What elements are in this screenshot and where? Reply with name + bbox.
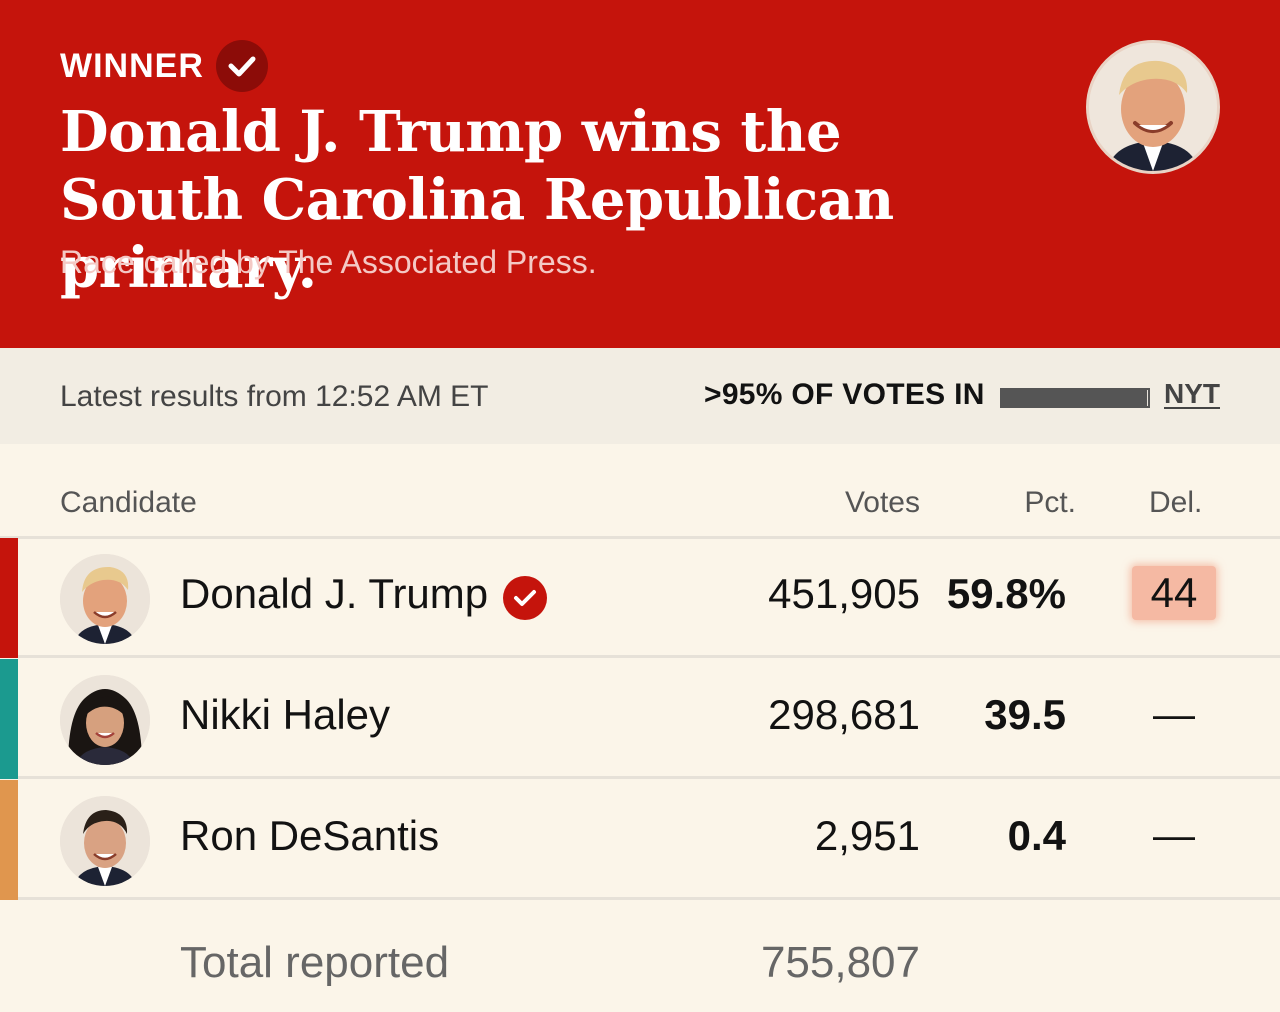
winner-check-icon (215, 40, 268, 92)
candidate-name: Nikki Haley (180, 691, 391, 738)
column-header-pct: Pct. (1024, 486, 1076, 519)
column-header-candidate: Candidate (60, 486, 197, 519)
results-banner: WINNER Donald J. Trump wins the South Ca… (0, 0, 1280, 348)
latest-results-time: Latest results from 12:52 AM ET (60, 380, 489, 413)
headline: Donald J. Trump wins the South Carolina … (60, 99, 894, 301)
party-color-bar (0, 538, 18, 658)
party-color-bar (0, 780, 18, 900)
table-row: Donald J. Trump 451,905 59.8% 44 (0, 538, 1280, 658)
votes-in-progress-fill (1002, 390, 1147, 406)
candidate-pct: 39.5 (984, 691, 1066, 738)
winner-check-icon (503, 576, 547, 620)
candidate-votes: 451,905 (768, 570, 920, 617)
votes-in-progress-bar (1000, 388, 1150, 408)
candidate-delegates: — (1153, 811, 1195, 858)
candidate-photo (60, 554, 150, 644)
candidate-pct: 0.4 (1007, 812, 1066, 859)
column-header-del: Del. (1149, 486, 1203, 519)
table-row: Nikki Haley 298,681 39.5 — (0, 659, 1280, 779)
winner-row: WINNER (60, 40, 268, 92)
party-color-bar (0, 659, 18, 779)
header-divider (0, 536, 1280, 539)
status-bar: Latest results from 12:52 AM ET >95% OF … (0, 348, 1280, 444)
table-row: Ron DeSantis 2,951 0.4 — (0, 780, 1280, 900)
winner-avatar (1086, 40, 1220, 174)
votes-in-label: >95% OF VOTES IN (704, 378, 985, 411)
row-divider (18, 897, 1280, 900)
row-divider (18, 655, 1280, 658)
total-reported-votes: 755,807 (760, 938, 920, 987)
winner-label: WINNER (60, 46, 204, 85)
candidate-pct: 59.8% (946, 570, 1066, 617)
race-called-note: Race called by The Associated Press. (60, 244, 597, 280)
candidate-name: Ron DeSantis (180, 812, 440, 859)
candidate-delegates: — (1153, 690, 1195, 737)
candidate-photo (60, 796, 150, 886)
nyt-estimate-link[interactable]: NYT (1164, 378, 1220, 409)
candidate-votes: 298,681 (768, 691, 920, 738)
candidate-delegates: 44 (1132, 566, 1216, 620)
column-header-votes: Votes (844, 486, 920, 519)
candidate-name: Donald J. Trump (180, 570, 489, 617)
candidate-votes: 2,951 (814, 812, 920, 859)
total-reported-label: Total reported (180, 938, 450, 987)
candidate-photo (60, 675, 150, 765)
row-divider (18, 776, 1280, 779)
